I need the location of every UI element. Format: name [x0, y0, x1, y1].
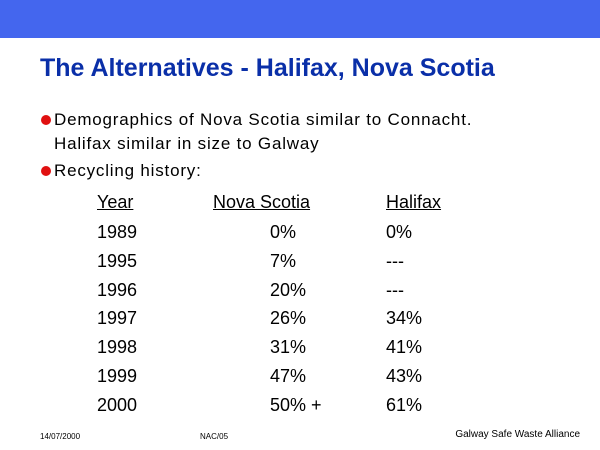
table-cell: 43%: [386, 366, 423, 386]
table-cell: 1996: [97, 279, 138, 300]
table-cell: 61%: [386, 394, 423, 415]
table-cell: 26%: [270, 308, 307, 329]
footer-organization: Galway Safe Waste Alliance: [455, 429, 580, 440]
column-header: Halifax: [386, 192, 442, 212]
table-cell: 0%: [270, 222, 297, 242]
bullet-dot: [41, 166, 51, 176]
bullet-dot: [41, 115, 51, 125]
footer-code: NAC/05: [200, 432, 229, 441]
table-cell: 1997: [97, 308, 138, 329]
slide-title: The Alternatives - Halifax, Nova Scotia: [40, 54, 495, 82]
bullet-text: Halifax similar in size to Galway: [54, 134, 320, 153]
table-cell: 34%: [386, 308, 423, 329]
table-cell: 0%: [386, 222, 413, 242]
table-cell: ---: [386, 250, 404, 271]
footer-date: 14/07/2000: [40, 432, 81, 441]
table-cell: 1995: [97, 250, 138, 271]
table-cell: ---: [386, 279, 404, 300]
top-band: [0, 0, 600, 38]
table-cell: 2000: [97, 394, 138, 415]
table-cell: 7%: [270, 250, 297, 271]
bullet-text: Demographics of Nova Scotia similar to C…: [54, 110, 473, 129]
table-cell: 20%: [270, 279, 307, 300]
table-cell: 31%: [270, 337, 307, 358]
column-header: Year: [97, 192, 134, 212]
table-cell: 41%: [386, 337, 423, 358]
table-cell: 1999: [97, 366, 138, 386]
table-cell: 47%: [270, 366, 307, 386]
table-cell: 50% +: [270, 394, 322, 415]
bullet-text: Recycling history:: [54, 161, 202, 180]
table-cell: 1998: [97, 337, 138, 358]
column-header: Nova Scotia: [213, 192, 311, 212]
table-cell: 1989: [97, 222, 138, 242]
